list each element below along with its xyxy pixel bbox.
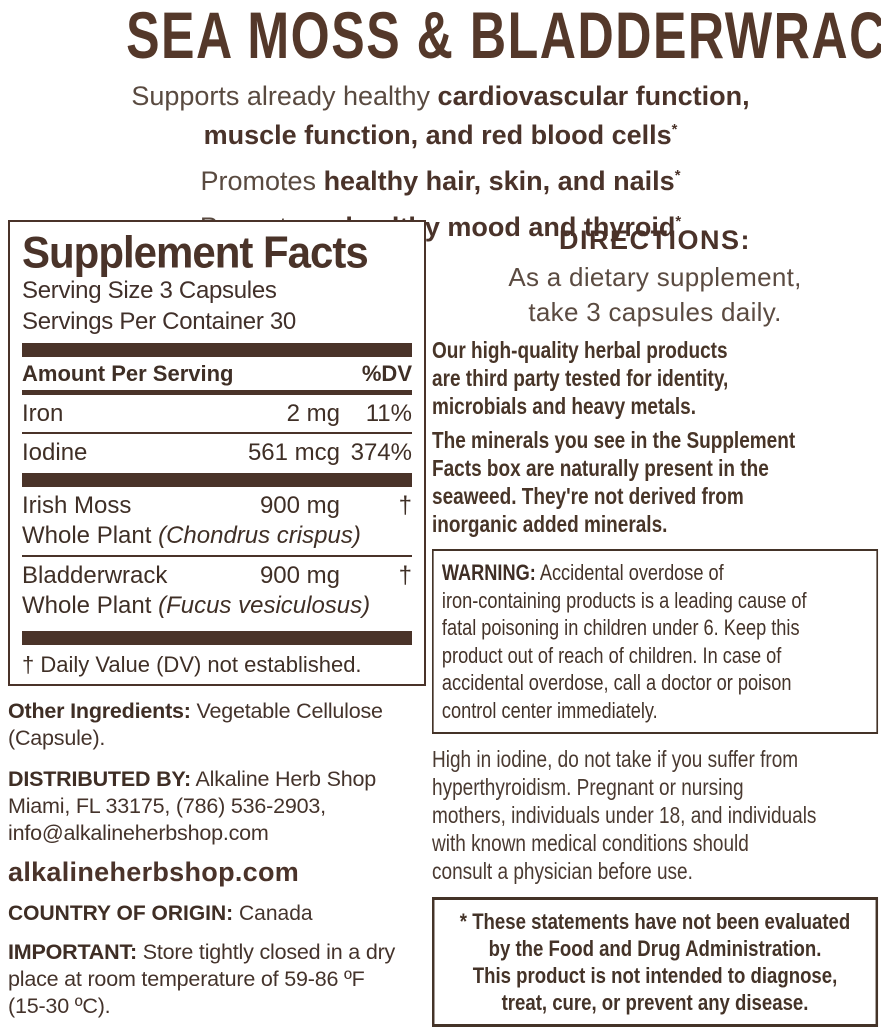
amount-per-serving-header: Amount Per Serving: [22, 361, 234, 386]
directions-text: As a dietary supplement, take 3 capsules…: [508, 262, 802, 327]
iodine-caution-wrap: High in iodine, do not take if you suffe…: [432, 745, 878, 885]
nutrient-dv: 374%: [350, 439, 412, 466]
nutrient-name: Iodine: [22, 439, 88, 466]
storage-important: IMPORTANT: Store tightly closed in a dry…: [8, 940, 396, 1018]
directions-heading: DIRECTIONS:: [559, 225, 751, 255]
ingredient-dv: †: [398, 562, 412, 589]
ingredient-row-bladderwrack: Bladderwrack 900 mg † Whole Plant (Fucus…: [22, 557, 412, 625]
claim-line: Supports already healthy cardiovascular …: [131, 81, 750, 111]
ingredient-amount: 900 mg: [259, 562, 340, 589]
ingredient-botanical: Whole Plant (Chondrus crispus): [22, 522, 361, 549]
left-column: Supplement Facts Serving Size 3 Capsules…: [8, 220, 426, 1020]
supplement-facts-panel: Supplement Facts Serving Size 3 Capsules…: [8, 220, 426, 686]
benefit-claims: Supports already healthy cardiovascular …: [0, 74, 881, 244]
label-header: SEA MOSS & BLADDERWRACK Supports already…: [0, 0, 881, 244]
ingredient-amount: 900 mg: [259, 492, 340, 519]
nutrient-amount: 2 mg: [286, 400, 340, 427]
other-ingredients: Other Ingredients: Vegetable Cellulose (…: [8, 699, 383, 750]
nutrient-amount: 561 mcg: [247, 439, 340, 466]
serving-size: Serving Size 3 Capsules: [22, 277, 277, 304]
divider-thick: [22, 631, 412, 645]
facts-column-headers: Amount Per Serving %DV: [22, 357, 412, 390]
claim-line: Promotes healthy hair, skin, and nails*: [200, 166, 681, 196]
warning-wrap: WARNING: Accidental overdose of iron-con…: [432, 549, 879, 734]
divider-thick: [22, 343, 412, 357]
minerals-statement-wrap: The minerals you see in the Supplement F…: [432, 426, 878, 538]
ingredient-name: Irish Moss: [22, 492, 132, 519]
claim-line: muscle function, and red blood cells*: [203, 120, 678, 150]
warning-box: WARNING: Accidental overdose of iron-con…: [432, 549, 879, 734]
right-column: DIRECTIONS: As a dietary supplement, tak…: [432, 224, 879, 1027]
iodine-caution: High in iodine, do not take if you suffe…: [432, 746, 817, 884]
minerals-statement: The minerals you see in the Supplement F…: [432, 427, 796, 537]
product-title: SEA MOSS & BLADDERWRACK: [126, 0, 881, 72]
nutrient-dv: 11%: [365, 400, 412, 427]
distributed-by: DISTRIBUTED BY: Alkaline Herb Shop Miami…: [8, 767, 376, 845]
nutrient-row-iron: Iron 2 mg 11%: [22, 395, 412, 434]
country-of-origin: COUNTRY OF ORIGIN: Canada: [8, 902, 313, 925]
quality-statement-wrap: Our high-quality herbal products are thi…: [432, 336, 878, 420]
ingredient-botanical: Whole Plant (Fucus vesiculosus): [22, 592, 371, 619]
quality-statement: Our high-quality herbal products are thi…: [432, 337, 729, 419]
ingredient-row-irish-moss: Irish Moss 900 mg † Whole Plant (Chondru…: [22, 487, 412, 557]
servings-per-container: Servings Per Container 30: [22, 308, 296, 335]
disclaimer-wrap: * These statements have not been evaluat…: [432, 897, 879, 1027]
dv-footnote: † Daily Value (DV) not established.: [22, 652, 362, 677]
website-url: alkalineherbshop.com: [8, 857, 300, 887]
supplement-facts-title: Supplement Facts: [22, 227, 369, 277]
dv-header: %DV: [361, 361, 412, 386]
ingredient-dv: †: [398, 492, 412, 519]
divider-thick: [22, 473, 412, 487]
nutrient-name: Iron: [22, 400, 64, 427]
ingredient-name: Bladderwrack: [22, 562, 168, 589]
nutrient-row-iodine: Iodine 561 mcg 374%: [22, 434, 412, 471]
fda-disclaimer-box: * These statements have not been evaluat…: [432, 897, 879, 1027]
divider-medium: [22, 390, 412, 395]
